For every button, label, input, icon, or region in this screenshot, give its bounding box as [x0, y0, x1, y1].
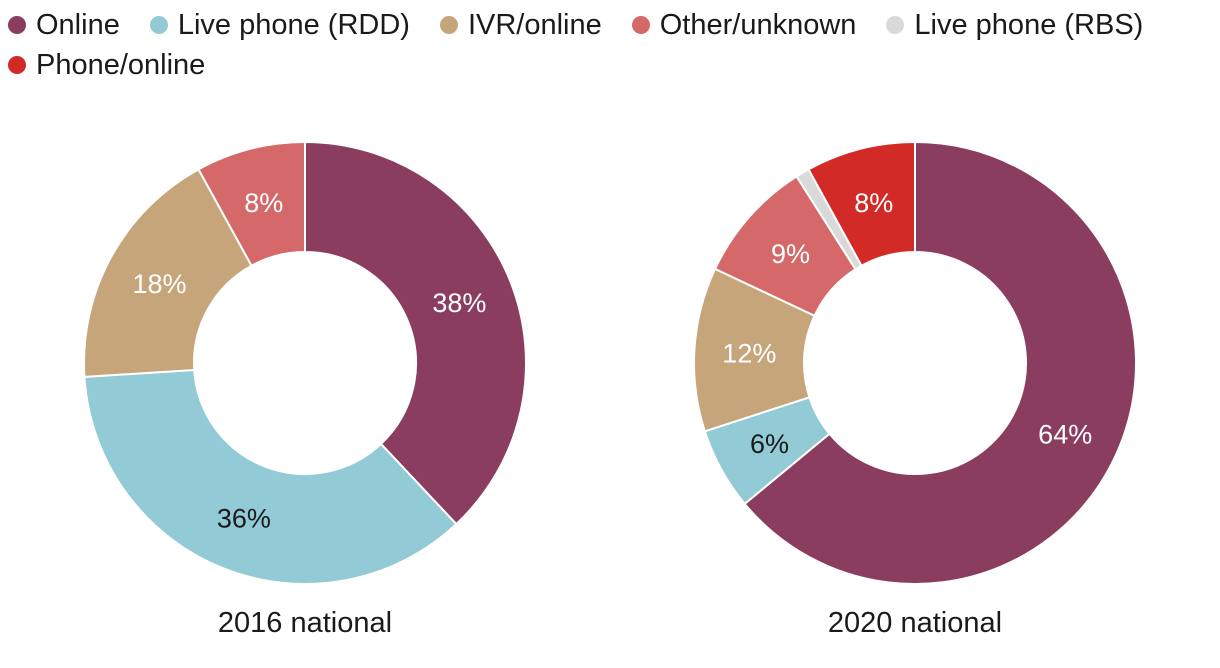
legend-label: Live phone (RDD) — [177, 8, 410, 41]
legend-label: Other/unknown — [659, 8, 857, 41]
donut-chart-2: 64% 6% 12% 9% 8% 2020 national — [693, 140, 1137, 639]
slice-label: 12% — [722, 339, 776, 369]
pie-slice — [743, 140, 1137, 585]
pie-slice — [197, 140, 306, 268]
slice-label: 38% — [432, 288, 486, 318]
legend-item: Online — [8, 8, 120, 42]
legend-item: Live phone (RBS) — [886, 8, 1143, 42]
legend-swatch — [631, 16, 650, 34]
slice-label: 18% — [133, 269, 187, 299]
slice-label: 8% — [244, 188, 283, 218]
chart-title: 2016 national — [218, 607, 392, 639]
legend-item: Other/unknown — [631, 8, 857, 42]
slice-label: 36% — [217, 503, 271, 533]
slice-label: 9% — [771, 239, 810, 269]
legend-label: Phone/online — [36, 48, 206, 81]
slice-label: 6% — [750, 429, 789, 459]
donut-chart-1: 38% 36% 18% 8% 2016 national — [83, 140, 527, 639]
legend-swatch — [439, 16, 458, 34]
legend-swatch — [8, 16, 26, 34]
legend: Online Live phone (RDD) IVR/online Other/un… — [8, 8, 1208, 82]
legend-item: IVR/online — [439, 8, 602, 42]
legend-item: Phone/online — [8, 48, 205, 82]
legend-swatch — [149, 16, 168, 34]
pie-slice — [83, 368, 458, 585]
legend-label: Live phone (RBS) — [914, 8, 1144, 41]
pie-slice — [83, 167, 253, 378]
legend-label: IVR/online — [467, 8, 602, 41]
pie-slice — [807, 140, 916, 268]
legend-swatch — [8, 56, 26, 74]
legend-swatch — [886, 16, 905, 34]
slice-label: 8% — [854, 188, 893, 218]
legend-item: Live phone (RDD) — [149, 8, 410, 42]
chart-title: 2020 national — [828, 607, 1002, 639]
slice-label: 64% — [1038, 420, 1092, 450]
legend-label: Online — [36, 8, 120, 41]
pie-slice — [304, 140, 527, 526]
